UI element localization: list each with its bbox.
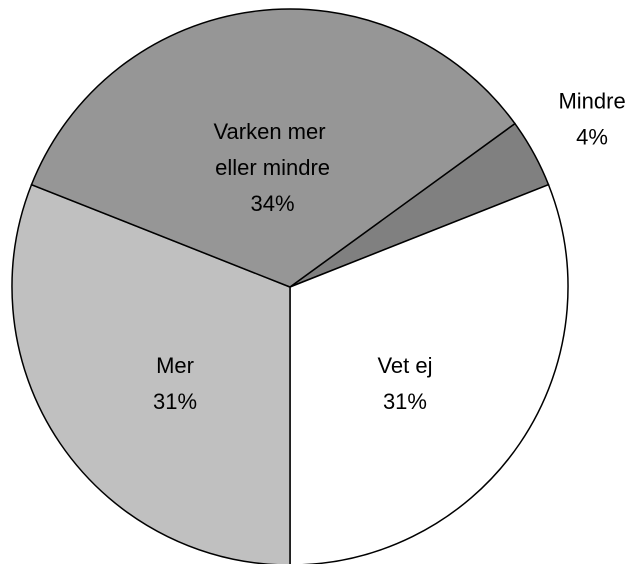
slice-label: Mindre: [558, 89, 625, 114]
slice-value-label: 31%: [383, 389, 427, 414]
pie-slice: [289, 183, 569, 564]
pie-slice: [30, 8, 516, 288]
slice-value-label: 31%: [153, 389, 197, 414]
slice-label: Mer: [156, 353, 194, 378]
slice-value-label: 4%: [576, 125, 608, 150]
slice-label: Vet ej: [377, 353, 432, 378]
pie-slice: [11, 183, 291, 564]
slice-value-label: 34%: [251, 191, 295, 216]
slice-label: Varken mer eller mindre: [213, 119, 331, 180]
